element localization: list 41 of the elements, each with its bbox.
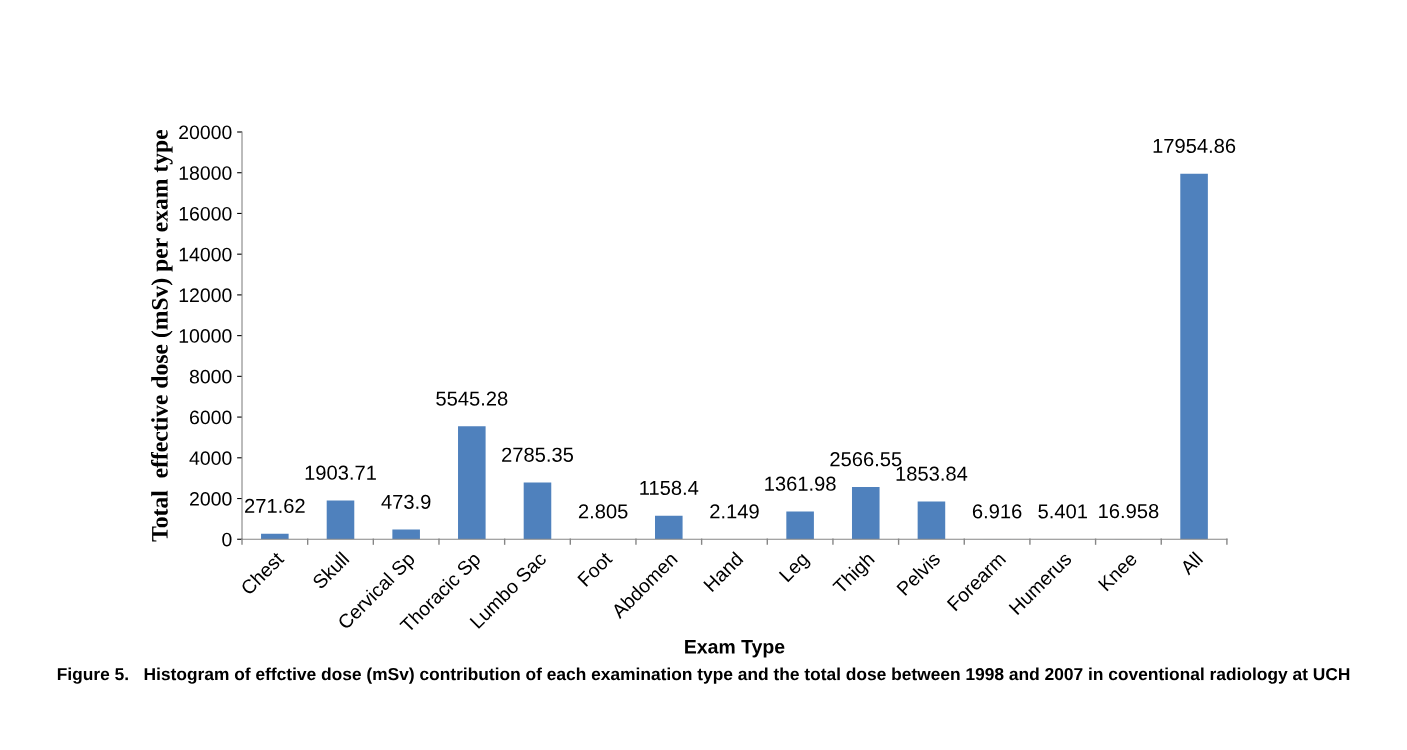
- data-label: 1361.98: [765, 476, 836, 491]
- bar: [261, 533, 289, 540]
- x-tick-label: All: [1178, 551, 1204, 576]
- data-label: 1903.71: [305, 465, 376, 480]
- bar: [786, 511, 814, 540]
- y-tick-label: 14000: [179, 247, 232, 262]
- y-tick-label: 0: [222, 532, 232, 547]
- bar: [326, 500, 355, 540]
- data-label: 17954.86: [1153, 138, 1236, 153]
- x-axis-title: Exam Type: [685, 640, 785, 658]
- bar: [523, 482, 552, 540]
- y-tick-label: 20000: [179, 125, 232, 140]
- y-tick-label: 8000: [189, 369, 232, 384]
- x-tick-label: Leg: [778, 551, 813, 585]
- data-label: 2.805: [578, 504, 628, 519]
- y-axis-title: Total effective dose (mSv) per exam type: [150, 130, 173, 542]
- y-tick-label: 18000: [179, 166, 232, 180]
- y-tick-label: 2000: [190, 491, 232, 506]
- data-label: 16.958: [1099, 504, 1159, 519]
- y-tick-label: 16000: [179, 206, 232, 221]
- data-label: 1853.84: [896, 466, 968, 481]
- data-label: 5.401: [1038, 504, 1087, 519]
- data-label: 5545.28: [436, 391, 508, 406]
- data-label: 1158.4: [640, 480, 699, 496]
- caption: Figure 5. Histogram of effctive dose (mSv) contribution of each examination type and the total dose between 1998 and 2007 in coventional radiology at UCH: [57, 667, 1350, 684]
- bar: [851, 486, 880, 540]
- data-label: 2566.55: [830, 452, 902, 467]
- data-label: 2785.35: [502, 447, 574, 462]
- data-label: 2.149: [710, 504, 759, 519]
- bar: [458, 426, 486, 540]
- y-tick-label: 10000: [179, 329, 232, 343]
- y-tick-label: 4000: [189, 451, 232, 466]
- bar: [1180, 173, 1208, 540]
- bar: [655, 515, 683, 540]
- data-label: 271.62: [245, 498, 305, 514]
- bar: [392, 529, 420, 540]
- bar: [917, 501, 946, 540]
- data-label: 473.9: [381, 494, 431, 509]
- y-tick-label: 12000: [179, 288, 232, 303]
- y-tick-label: 6000: [190, 410, 232, 425]
- data-label: 6.916: [972, 504, 1022, 519]
